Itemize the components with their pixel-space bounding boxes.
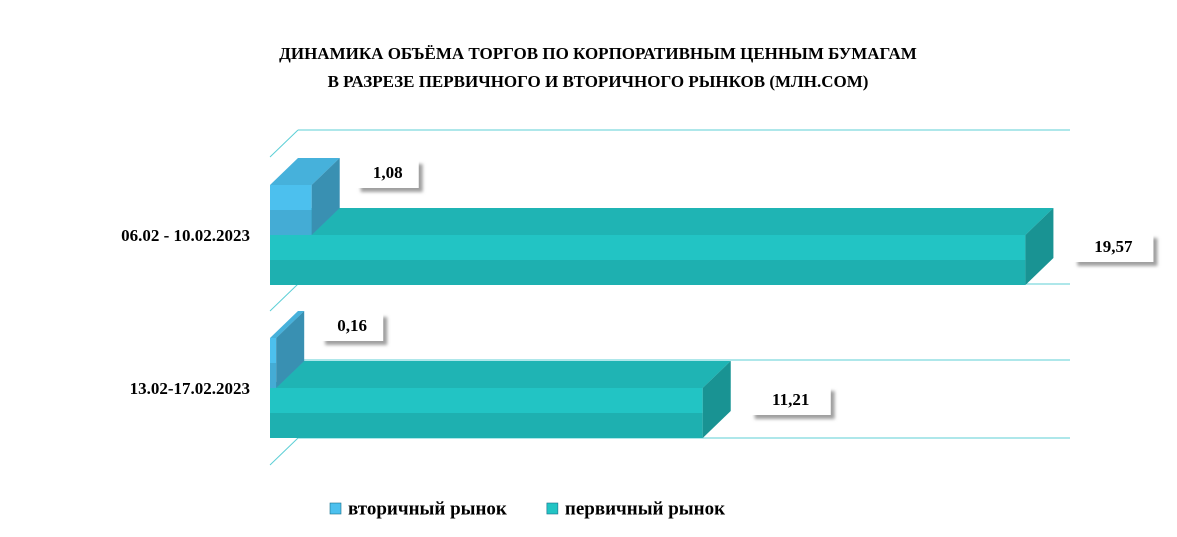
bar-front-shade xyxy=(270,210,312,235)
bar-top-shade xyxy=(270,158,340,185)
legend-swatch xyxy=(329,502,342,515)
grid-line xyxy=(269,283,299,312)
legend-swatch xyxy=(546,502,559,515)
bar-front-shade xyxy=(270,413,703,438)
bar-top-shade xyxy=(270,361,731,388)
value-label: 11,21 xyxy=(772,390,809,409)
bar-side-shade xyxy=(702,361,731,438)
category-label: 06.02 - 10.02.2023 xyxy=(121,226,250,245)
bar-side xyxy=(1025,208,1054,285)
bar-front xyxy=(270,235,1026,285)
bar-side-shade xyxy=(311,158,340,235)
bar-front-shade xyxy=(270,260,1026,285)
chart-title: В РАЗРЕЗЕ ПЕРВИЧНОГО И ВТОРИЧНОГО РЫНКОВ… xyxy=(328,72,869,91)
grid-line xyxy=(269,129,299,158)
legend-label: первичный рынок xyxy=(565,498,725,519)
bar-top xyxy=(270,361,731,388)
value-label-box xyxy=(750,387,831,415)
bar-top xyxy=(270,311,305,338)
value-label-box xyxy=(1073,234,1154,262)
bar-front xyxy=(270,185,312,235)
value-label: 0,16 xyxy=(337,316,367,335)
value-label-box xyxy=(321,313,384,341)
category-label: 13.02-17.02.2023 xyxy=(130,379,250,398)
chart-title: ДИНАМИКА ОБЪЁМА ТОРГОВ ПО КОРПОРАТИВНЫМ … xyxy=(279,44,917,63)
bar-front-shade xyxy=(270,363,277,388)
bar-front xyxy=(270,338,277,388)
bar-side xyxy=(276,311,305,388)
bar-side-shade xyxy=(1025,208,1054,285)
grid-line xyxy=(269,437,299,466)
value-label: 1,08 xyxy=(373,163,403,182)
legend-label: вторичный рынок xyxy=(348,498,507,519)
bar-top-shade xyxy=(270,208,1054,235)
bar-top xyxy=(270,208,1054,235)
bar xyxy=(270,311,305,388)
bar-front xyxy=(270,388,703,438)
bar-side xyxy=(311,158,340,235)
value-label-box xyxy=(356,160,419,188)
bar-top-shade xyxy=(270,311,305,338)
bar xyxy=(270,361,731,438)
bar xyxy=(270,158,340,235)
bar xyxy=(270,208,1054,285)
bar-side xyxy=(702,361,731,438)
bar-top xyxy=(270,158,340,185)
value-label: 19,57 xyxy=(1094,237,1133,256)
bar-side-shade xyxy=(276,311,305,388)
